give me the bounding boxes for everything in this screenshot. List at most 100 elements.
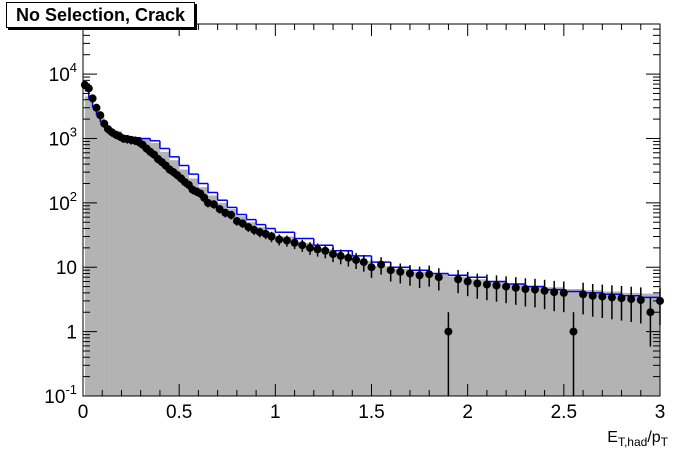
data-point xyxy=(636,296,645,304)
data-point xyxy=(88,94,97,103)
histogram-bar xyxy=(621,292,641,396)
histogram-bar xyxy=(313,249,334,396)
y-tick-label: 103 xyxy=(49,124,77,150)
x-axis-label-sub1: T,had xyxy=(618,435,647,449)
data-point xyxy=(531,285,539,294)
data-point xyxy=(444,327,453,336)
histogram-bar xyxy=(159,151,170,396)
y-tick-exponent: 2 xyxy=(70,189,77,204)
y-tick-base: 10 xyxy=(44,387,65,408)
histogram-bar xyxy=(410,271,430,396)
data-point xyxy=(96,111,105,120)
data-point xyxy=(313,245,322,254)
histogram-bar xyxy=(602,291,622,396)
data-point xyxy=(550,288,559,297)
data-point xyxy=(92,103,101,112)
histogram-bar xyxy=(208,195,218,396)
y-tick-label: 104 xyxy=(49,60,77,86)
histogram-bar xyxy=(188,178,199,396)
histogram-bar xyxy=(467,279,488,396)
histogram-bar xyxy=(100,116,105,397)
histogram-bar xyxy=(140,138,151,396)
data-point xyxy=(406,269,414,278)
data-point xyxy=(377,260,386,269)
data-point xyxy=(521,285,530,293)
data-point xyxy=(425,270,434,279)
data-point xyxy=(282,236,291,245)
histogram-bar xyxy=(96,111,101,397)
data-point xyxy=(238,219,247,228)
y-tick-exponent: 4 xyxy=(70,60,77,75)
x-axis-label-main: E xyxy=(607,429,618,446)
histogram-bar xyxy=(486,281,507,396)
data-point xyxy=(646,308,655,317)
x-tick-label: 0.5 xyxy=(166,402,192,423)
data-point xyxy=(492,281,501,290)
x-tick-label: 2.5 xyxy=(551,402,577,423)
histogram-bar xyxy=(246,222,257,396)
histogram-bar xyxy=(294,242,315,396)
data-point xyxy=(415,271,424,280)
data-point xyxy=(434,273,443,282)
data-point xyxy=(598,292,607,301)
data-point xyxy=(227,210,236,219)
data-point xyxy=(329,250,337,259)
histogram-bar xyxy=(104,122,109,396)
marker-series xyxy=(80,80,664,396)
histogram-bar xyxy=(256,227,266,396)
histogram-bar xyxy=(236,216,247,396)
data-point xyxy=(209,200,218,209)
histogram-bar xyxy=(275,236,295,396)
histogram-bar xyxy=(111,131,122,396)
data-point xyxy=(588,291,597,300)
data-point xyxy=(463,277,472,286)
x-tick-label: 2 xyxy=(462,402,473,423)
data-point xyxy=(215,205,224,214)
histogram-bar xyxy=(390,268,411,396)
data-point xyxy=(367,263,376,272)
y-tick-base: 10 xyxy=(49,129,70,150)
histogram-bar xyxy=(227,209,238,396)
data-point xyxy=(359,258,368,267)
histogram-bar xyxy=(169,160,180,396)
y-tick-exponent: -1 xyxy=(65,382,77,397)
histogram-bar xyxy=(333,255,353,396)
data-point xyxy=(290,238,299,247)
histogram-bar xyxy=(131,137,141,396)
data-point xyxy=(569,327,578,336)
histogram-bar xyxy=(121,135,132,397)
data-point xyxy=(627,295,636,304)
data-point xyxy=(540,286,549,295)
y-tick-exponent: 3 xyxy=(70,124,77,139)
filled-histogram-series xyxy=(84,96,661,397)
data-point xyxy=(321,246,330,255)
data-point xyxy=(336,251,345,260)
histogram-bar xyxy=(583,290,603,396)
histogram-bar xyxy=(525,285,545,396)
data-point xyxy=(502,282,511,291)
data-point xyxy=(559,288,568,297)
data-point xyxy=(275,235,284,244)
histogram-bar xyxy=(429,274,449,396)
x-axis-label: ET,had/pT xyxy=(607,429,668,449)
histogram-bar xyxy=(88,101,93,396)
histogram-bar xyxy=(84,96,89,397)
x-axis-label-mid: /p xyxy=(647,429,660,446)
y-tick-base: 10 xyxy=(49,194,70,215)
histogram-bar xyxy=(506,283,526,396)
x-axis: 0 0.5 1 1.5 2 2.5 3 xyxy=(78,24,665,423)
y-tick-base: 10 xyxy=(49,65,70,86)
data-point xyxy=(386,266,395,275)
x-tick-label: 0 xyxy=(78,402,89,423)
data-point xyxy=(607,293,616,302)
chart-title: No Selection, Crack xyxy=(6,2,196,28)
histogram-bar xyxy=(265,232,276,396)
data-point xyxy=(454,275,463,284)
histogram-bar xyxy=(92,106,97,396)
data-point xyxy=(344,253,353,262)
data-point xyxy=(396,267,405,276)
y-tick-label: 1 xyxy=(66,323,77,344)
data-point xyxy=(617,294,626,303)
